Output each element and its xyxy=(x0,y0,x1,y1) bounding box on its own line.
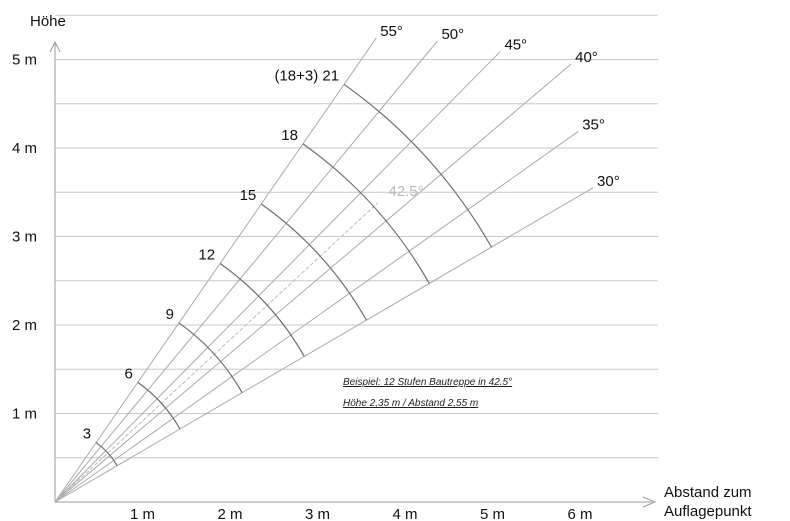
angle-label: 35° xyxy=(582,116,605,133)
highlight-angle-line xyxy=(54,202,378,503)
y-tick-label: 4 m xyxy=(12,140,37,157)
step-arc-label: 18 xyxy=(281,127,298,144)
x-tick-label: 1 m xyxy=(130,506,155,521)
highlight-angle-label: 42.5° xyxy=(388,183,423,200)
annotation-dimensions: Höhe 2,35 m / Abstand 2,55 m xyxy=(343,398,478,409)
mark-labels-layer: 30° 35° 40° 45° 50° 55° 42.5° 3 6 9 12 15 18 (18+3) 2… xyxy=(83,23,620,443)
step-arc-label: 15 xyxy=(240,187,257,204)
angle-label: 45° xyxy=(504,36,527,53)
step-arc-label: (18+3) 21 xyxy=(274,67,339,84)
step-arc xyxy=(343,83,492,248)
step-arc xyxy=(219,263,305,357)
angle-line xyxy=(54,187,594,503)
step-arc xyxy=(302,143,430,284)
step-arc xyxy=(137,381,181,430)
step-arc xyxy=(95,442,118,467)
annotation-example: Beispiel: 12 Stufen Bautreppe in 42.5° xyxy=(343,377,512,388)
x-axis-arrow xyxy=(642,496,657,508)
x-axis-label-line1: Abstand zum xyxy=(664,484,752,501)
step-arc-label: 3 xyxy=(83,426,91,443)
angle-line xyxy=(54,51,501,503)
x-tick-label: 3 m xyxy=(305,506,330,521)
step-arc-label: 12 xyxy=(198,246,215,263)
angle-label: 50° xyxy=(441,26,464,43)
x-tick-label: 2 m xyxy=(217,506,242,521)
step-arc-label: 9 xyxy=(166,306,174,323)
y-tick-label: 2 m xyxy=(12,317,37,334)
x-axis-label-line2: Auflagepunkt xyxy=(664,503,752,520)
grid-layer xyxy=(55,14,658,459)
step-arcs-layer xyxy=(95,83,492,467)
step-arc xyxy=(178,322,243,394)
step-arc-label: 6 xyxy=(124,365,132,382)
tick-labels-layer: 1 m 2 m 3 m 4 m 5 m 1 m 2 m 3 m 4 m 5 m 6 m xyxy=(12,52,593,521)
angle-lines-layer xyxy=(54,37,594,503)
x-tick-label: 6 m xyxy=(567,506,592,521)
angle-line xyxy=(54,37,377,503)
angle-label: 40° xyxy=(575,49,598,66)
angle-label: 55° xyxy=(380,23,403,40)
angle-line xyxy=(54,40,438,503)
y-axis-label: Höhe xyxy=(30,13,66,30)
step-arc xyxy=(260,203,367,321)
y-tick-label: 3 m xyxy=(12,229,37,246)
angle-line xyxy=(54,63,572,503)
y-tick-label: 5 m xyxy=(12,52,37,69)
example-annotation: Beispiel: 12 Stufen Bautreppe in 42.5° H… xyxy=(343,377,512,409)
x-tick-label: 4 m xyxy=(392,506,417,521)
angle-line xyxy=(54,131,579,503)
angle-label: 30° xyxy=(597,173,620,190)
axes-layer: Höhe Abstand zum Auflagepunkt xyxy=(30,13,752,520)
y-tick-label: 1 m xyxy=(12,406,37,423)
x-tick-label: 5 m xyxy=(480,506,505,521)
y-axis-arrow xyxy=(49,40,61,53)
